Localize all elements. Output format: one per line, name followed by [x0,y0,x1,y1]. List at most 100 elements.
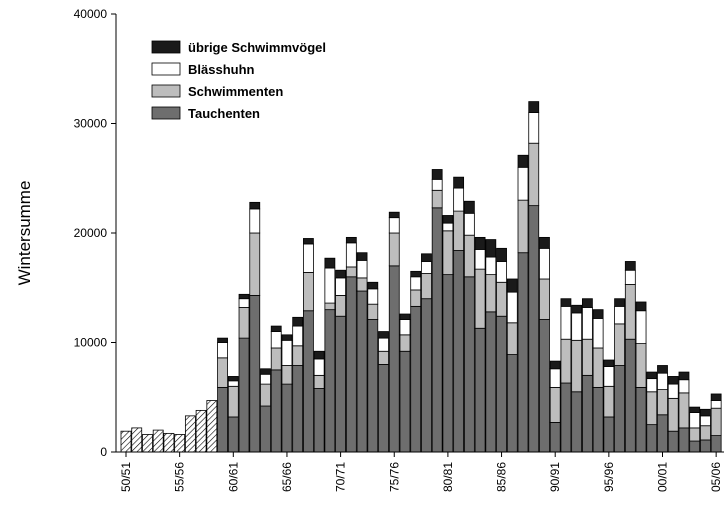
bar-segment [292,365,304,453]
bar-segment [689,406,701,413]
bar-segment [260,373,271,385]
bar-segment [324,267,336,304]
bar-segment [539,319,550,453]
bar-segment [678,427,690,453]
bar-segment [142,434,153,453]
bar-segment [249,232,261,296]
bar-segment [657,372,668,390]
bar-segment [485,274,497,313]
bar-segment [539,278,550,320]
bar-segment [399,319,411,336]
bar-segment [528,142,540,207]
bar-segment [700,415,711,427]
bar-segment [313,358,325,376]
bar-segment [217,386,228,453]
bar-segment [453,187,465,212]
bar-segment [399,334,411,352]
legend-swatch [151,106,181,120]
bar-segment [345,242,357,268]
bar-segment [367,288,379,305]
bar-segment [700,408,711,417]
y-tick-label: 10000 [74,336,108,350]
bar-segment [496,315,507,453]
bar-segment [560,305,572,340]
bar-segment [667,383,679,399]
bar-segment [539,247,550,280]
bar-segment [624,261,636,271]
bar-segment [410,305,422,453]
bar-segment [635,301,647,312]
bar-segment [303,310,314,453]
bar-segment [356,277,368,292]
bar-segment [227,376,239,382]
bar-segment [528,101,540,113]
bar-segment [496,281,507,317]
bar-segment [388,211,400,219]
x-tick-label: 65/66 [280,462,294,492]
bar-segment [635,343,647,388]
bar-segment [474,249,486,270]
bar-segment [539,236,550,249]
bar-segment [657,365,668,374]
legend-label: Schwimmenten [188,84,283,99]
bar-segment [592,309,604,319]
bar-segment [399,350,411,453]
bar-segment [335,315,347,453]
bar-segment [624,269,636,285]
bar-segment [603,416,615,453]
bar-segment [528,112,540,144]
bar-segment [281,365,293,385]
bar-segment [367,281,379,290]
bar-segment [646,391,658,426]
x-tick-label: 55/56 [173,462,187,492]
y-axis-label: Wintersumme [15,181,34,286]
bar-segment [303,272,314,312]
bar-segment [410,289,422,307]
x-tick-label: 70/71 [334,462,348,492]
x-tick-label: 75/76 [387,462,401,492]
bar-segment [324,309,336,453]
bar-segment [710,435,722,453]
bar-segment [700,439,711,453]
bar-segment [581,374,593,453]
bar-segment [485,239,497,258]
bar-segment [667,376,679,385]
bar-segment [549,368,561,388]
bar-segment [549,386,561,423]
bar-segment [571,391,583,453]
bar-segment [453,210,465,251]
bar-segment [249,295,261,453]
bar-segment [657,414,668,453]
bar-segment [378,363,389,453]
bar-segment [463,234,475,278]
bar-segment [549,360,561,370]
bar-segment [614,365,625,453]
bar-segment [313,374,325,389]
bar-segment [367,319,379,453]
bar-segment [571,304,583,314]
bar-segment [614,305,625,325]
bar-segment [131,427,143,453]
x-tick-label: 85/86 [495,462,509,492]
bar-segment [635,310,647,344]
x-tick-label: 00/01 [656,462,670,492]
bar-segment [356,252,368,261]
bar-segment [152,429,164,453]
bar-segment [560,382,572,453]
bar-segment [474,268,486,329]
bar-segment [324,257,336,269]
bar-segment [378,337,389,352]
bar-segment [431,207,443,453]
bar-segment [517,166,529,201]
bar-segment [260,405,271,453]
y-tick-label: 40000 [74,7,108,21]
bar-segment [442,222,454,232]
bar-segment [388,265,400,453]
bar-segment [689,412,701,429]
bar-segment [356,290,368,453]
bar-segment [560,298,572,307]
bar-segment [496,247,507,262]
legend-label: Tauchenten [188,106,260,121]
bar-segment [453,250,465,453]
bar-segment [303,238,314,245]
